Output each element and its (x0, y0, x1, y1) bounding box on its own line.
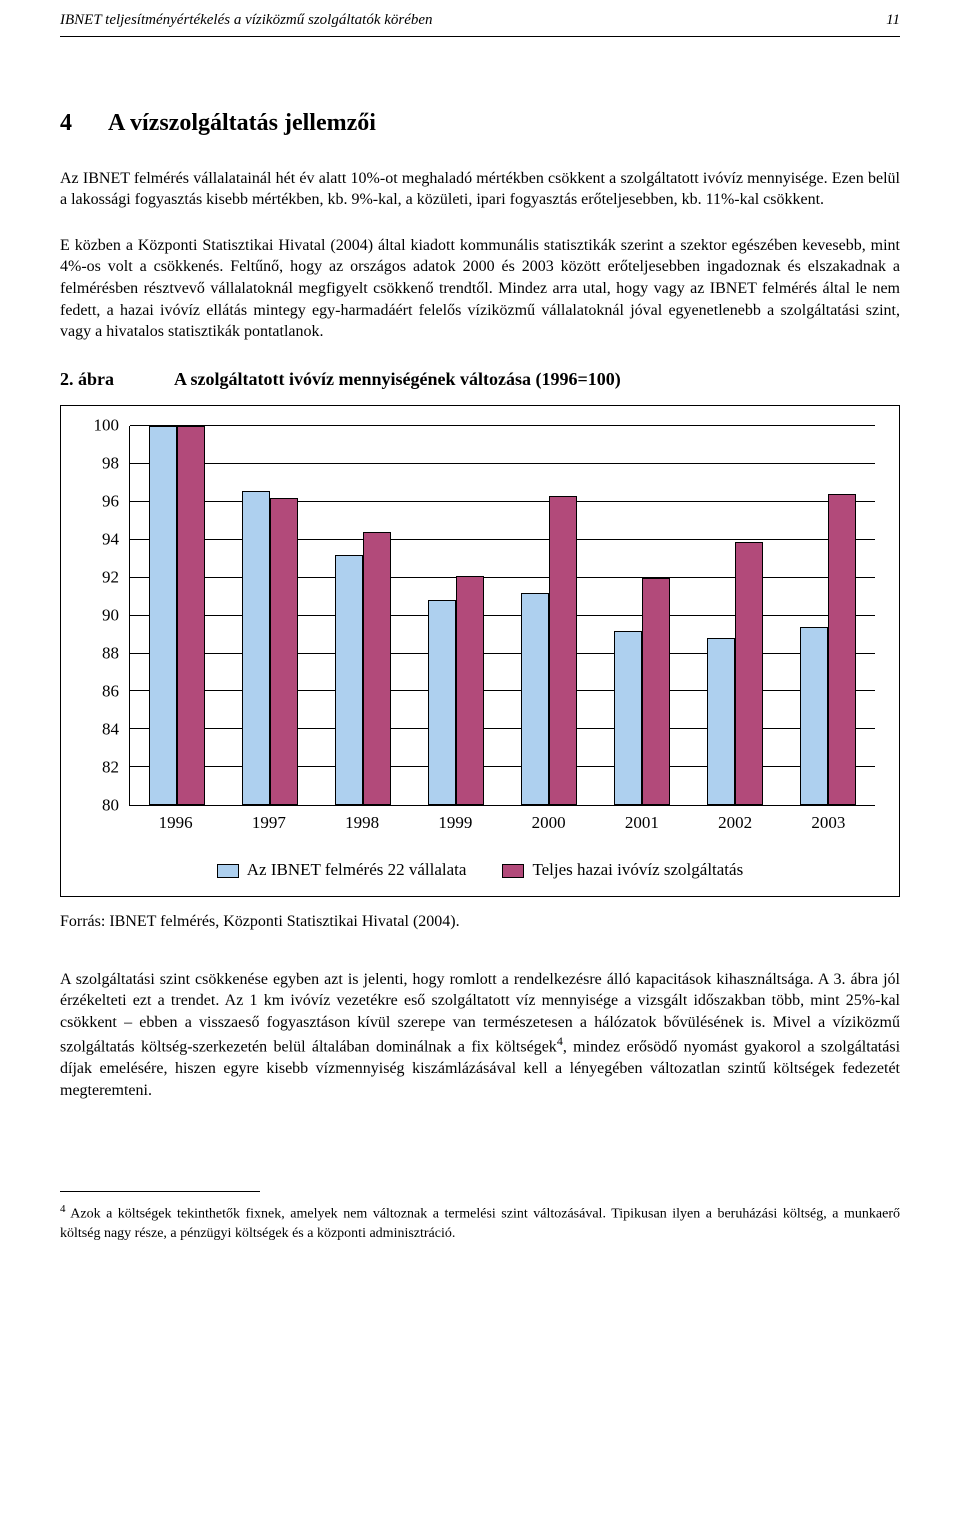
bar (800, 627, 828, 805)
y-tick-label: 98 (85, 453, 119, 476)
bar-group (409, 426, 502, 805)
y-tick-label: 100 (85, 415, 119, 438)
bar-group (130, 426, 223, 805)
bars-container (130, 426, 875, 805)
footnote-text: Azok a költségek tekinthetők fixnek, ame… (60, 1207, 900, 1241)
bar-group (596, 426, 689, 805)
x-tick-label: 2003 (782, 812, 875, 835)
bar (614, 631, 642, 805)
y-tick-label: 94 (85, 529, 119, 552)
bar-group (503, 426, 596, 805)
y-axis: 10098969492908886848280 (85, 426, 129, 806)
bar (642, 578, 670, 805)
bar (707, 638, 735, 805)
bar (428, 600, 456, 805)
bar (242, 491, 270, 806)
bar-group (316, 426, 409, 805)
running-title: IBNET teljesítményértékelés a víziközmű … (60, 10, 433, 30)
chart-frame: 100 98 96 94 92 90 88 86 84 82 80 1996199719981999… (60, 405, 900, 897)
bar (521, 593, 549, 805)
bar (735, 542, 763, 805)
bar (363, 532, 391, 805)
section-heading: 4 A vízszolgáltatás jellemzői (60, 107, 900, 139)
legend-item: Teljes hazai ivóvíz szolgáltatás (502, 859, 743, 882)
body-paragraph: E közben a Központi Statisztikai Hivatal… (60, 235, 900, 343)
y-tick-label: 90 (85, 605, 119, 628)
bar (177, 426, 205, 805)
legend-swatch (502, 864, 524, 878)
bar-group (689, 426, 782, 805)
plot-inner (130, 426, 875, 805)
legend-label: Az IBNET felmérés 22 vállalata (247, 859, 467, 882)
bar-group (782, 426, 875, 805)
bar-group (223, 426, 316, 805)
page-number: 11 (886, 10, 900, 30)
legend-swatch (217, 864, 239, 878)
x-tick-label: 2001 (595, 812, 688, 835)
running-header: IBNET teljesítményértékelés a víziközmű … (60, 0, 900, 37)
bar (456, 576, 484, 805)
body-paragraph: A szolgáltatási szint csökkenése egyben … (60, 969, 900, 1102)
y-tick-label: 80 (85, 795, 119, 818)
bar (549, 496, 577, 805)
y-tick-label: 96 (85, 491, 119, 514)
y-tick-label: 84 (85, 719, 119, 742)
x-axis: 19961997199819992000200120022003 (129, 812, 875, 835)
bar (270, 498, 298, 805)
legend-label: Teljes hazai ivóvíz szolgáltatás (532, 859, 743, 882)
y-tick-label: 82 (85, 757, 119, 780)
legend-item: Az IBNET felmérés 22 vállalata (217, 859, 467, 882)
y-tick-label: 92 (85, 567, 119, 590)
bar (149, 426, 177, 805)
x-tick-label: 1998 (316, 812, 409, 835)
figure-caption: 2. ábra A szolgáltatott ivóvíz mennyiségé… (60, 367, 900, 391)
body-paragraph: Az IBNET felmérés vállalatainál hét év a… (60, 168, 900, 211)
y-tick-label: 88 (85, 643, 119, 666)
section-number: 4 (60, 107, 72, 139)
figure-source: Forrás: IBNET felmérés, Központi Statisz… (60, 911, 900, 933)
x-tick-label: 2002 (689, 812, 782, 835)
x-tick-label: 1996 (129, 812, 222, 835)
bar (335, 555, 363, 805)
footnote: 4 Azok a költségek tekinthetők fixnek, a… (60, 1202, 900, 1243)
figure-label: 2. ábra (60, 367, 114, 391)
y-tick-label: 86 (85, 681, 119, 704)
x-tick-label: 1997 (222, 812, 315, 835)
footnote-separator (60, 1191, 260, 1192)
chart-area: 10098969492908886848280 (85, 426, 875, 806)
bar (828, 494, 856, 805)
x-tick-label: 2000 (502, 812, 595, 835)
legend: Az IBNET felmérés 22 vállalata Teljes haz… (85, 859, 875, 882)
x-tick-label: 1999 (409, 812, 502, 835)
section-title: A vízszolgáltatás jellemzői (108, 110, 376, 136)
plot-area (129, 426, 875, 806)
figure-title: A szolgáltatott ivóvíz mennyiségének vál… (174, 369, 621, 389)
